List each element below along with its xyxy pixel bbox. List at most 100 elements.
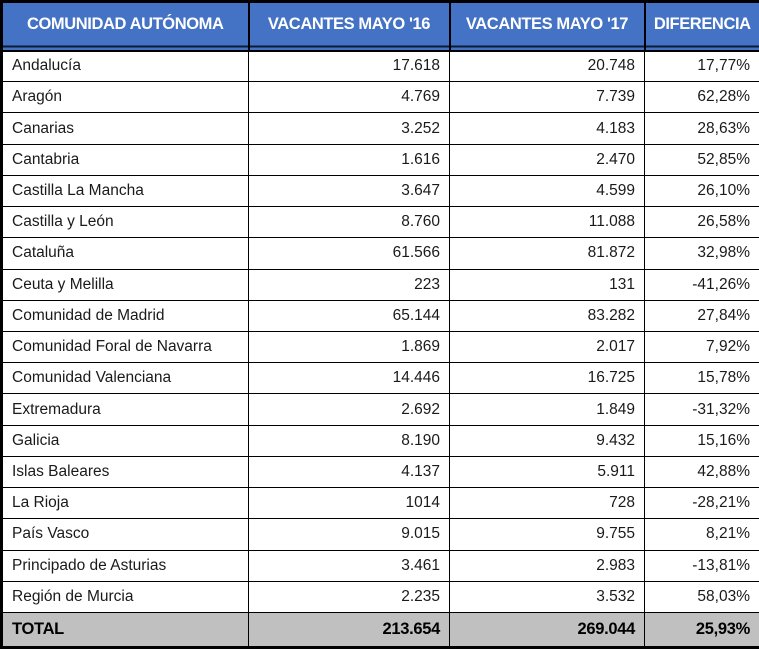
difference-cell: 7,92% [644,330,759,364]
community-name-cell: Aragón [1,81,249,114]
vacancies-may17-cell: 5.911 [449,455,645,489]
vacancies-may16-cell: 1.616 [248,143,450,176]
vacancies-may16-cell: 65.144 [248,299,450,332]
vacancies-may16-cell: 8.190 [248,424,450,457]
difference-cell: 58,03% [644,580,759,614]
table-row: Región de Murcia 2.235 3.532 58,03% [1,580,759,614]
community-name-cell: Ceuta y Melilla [1,268,249,301]
vacancies-may17-cell: 2.983 [449,549,645,582]
difference-cell: -13,81% [644,549,759,582]
community-name-cell: Castilla y León [1,206,249,239]
vacancies-may16-cell: 17.618 [248,49,450,83]
difference-cell: 28,63% [644,112,759,145]
vacancies-may16-cell: 2.692 [248,393,450,426]
table-row: Extremadura 2.692 1.849 -31,32% [1,393,759,426]
vacancies-may16-cell: 3.647 [248,174,450,208]
table-row: Castilla La Mancha 3.647 4.599 26,10% [1,174,759,208]
table-row: Canarias 3.252 4.183 28,63% [1,112,759,145]
table-row: Galicia 8.190 9.432 15,16% [1,424,759,457]
difference-cell: 15,16% [644,424,759,457]
community-name-cell: Principado de Asturias [1,549,249,582]
vacancies-may17-cell: 11.088 [449,206,645,239]
vacancies-may17-cell: 9.755 [449,518,645,551]
community-name-cell: Cataluña [1,237,249,270]
vacancies-may16-cell: 9.015 [248,518,450,551]
vacancies-may16-cell: 3.252 [248,112,450,145]
table-row: País Vasco 9.015 9.755 8,21% [1,518,759,551]
community-name-cell: Extremadura [1,393,249,426]
table-row: La Rioja 1014 728 -28,21% [1,487,759,520]
total-difference-cell: 25,93% [644,612,759,648]
community-name-cell: Comunidad de Madrid [1,299,249,332]
vacancies-may16-cell: 1.869 [248,330,450,364]
total-label-cell: TOTAL [1,612,249,648]
table-row: Islas Baleares 4.137 5.911 42,88% [1,455,759,489]
total-may16-cell: 213.654 [248,612,450,648]
difference-cell: 27,84% [644,299,759,332]
difference-cell: -31,32% [644,393,759,426]
community-name-cell: Galicia [1,424,249,457]
column-header-difference: DIFERENCIA [643,1,759,52]
column-header-may16: VACANTES MAYO '16 [247,1,451,52]
vacancies-may17-cell: 728 [449,487,645,520]
vacancies-may17-cell: 1.849 [449,393,645,426]
vacancies-may17-cell: 4.183 [449,112,645,145]
table-body: Andalucía 17.618 20.748 17,77% Aragón 4.769 7.… [1,49,759,614]
vacancies-may16-cell: 4.769 [248,81,450,114]
vacancies-may16-cell: 61.566 [248,237,450,270]
table-row: Cataluña 61.566 81.872 32,98% [1,237,759,270]
vacancies-may17-cell: 9.432 [449,424,645,457]
table-row: Principado de Asturias 3.461 2.983 -13,81% [1,549,759,582]
difference-cell: 26,58% [644,206,759,239]
table-row: Cantabria 1.616 2.470 52,85% [1,143,759,176]
total-may17-cell: 269.044 [449,612,645,648]
column-header-may17: VACANTES MAYO '17 [448,1,646,52]
difference-cell: 26,10% [644,174,759,208]
community-name-cell: Castilla La Mancha [1,174,249,208]
vacancies-may16-cell: 3.461 [248,549,450,582]
community-name-cell: Canarias [1,112,249,145]
table-row: Andalucía 17.618 20.748 17,77% [1,49,759,83]
vacancies-may16-cell: 223 [248,268,450,301]
vacancies-may16-cell: 14.446 [248,362,450,395]
table-row: Castilla y León 8.760 11.088 26,58% [1,206,759,239]
table-row: Comunidad Foral de Navarra 1.869 2.017 7,92… [1,330,759,364]
vacancies-may17-cell: 4.599 [449,174,645,208]
vacancies-may16-cell: 2.235 [248,580,450,614]
vacancies-may17-cell: 7.739 [449,81,645,114]
vacancies-may16-cell: 1014 [248,487,450,520]
difference-cell: 17,77% [644,49,759,83]
vacancies-may17-cell: 83.282 [449,299,645,332]
vacancies-may16-cell: 4.137 [248,455,450,489]
header-row: COMUNIDAD AUTÓNOMA VACANTES MAYO '16 VAC… [0,1,759,52]
community-name-cell: La Rioja [1,487,249,520]
table-row: Comunidad de Madrid 65.144 83.282 27,84% [1,299,759,332]
table-row: Ceuta y Melilla 223 131 -41,26% [1,268,759,301]
table-row: Aragón 4.769 7.739 62,28% [1,81,759,114]
difference-cell: 62,28% [644,81,759,114]
column-header-community: COMUNIDAD AUTÓNOMA [0,1,250,52]
difference-cell: -28,21% [644,487,759,520]
community-name-cell: Cantabria [1,143,249,176]
community-name-cell: País Vasco [1,518,249,551]
vacancies-may17-cell: 20.748 [449,49,645,83]
community-name-cell: Comunidad Valenciana [1,362,249,395]
difference-cell: 52,85% [644,143,759,176]
vacancies-may17-cell: 3.532 [449,580,645,614]
vacancies-may17-cell: 131 [449,268,645,301]
difference-cell: 42,88% [644,455,759,489]
difference-cell: 8,21% [644,518,759,551]
vacancies-may16-cell: 8.760 [248,206,450,239]
table-row: Comunidad Valenciana 14.446 16.725 15,78% [1,362,759,395]
community-name-cell: Islas Baleares [1,455,249,489]
difference-cell: -41,26% [644,268,759,301]
total-row: TOTAL 213.654 269.044 25,93% [1,612,759,648]
community-name-cell: Región de Murcia [1,580,249,614]
vacancies-may17-cell: 2.017 [449,330,645,364]
community-name-cell: Andalucía [1,49,249,83]
difference-cell: 32,98% [644,237,759,270]
vacancies-may17-cell: 81.872 [449,237,645,270]
vacancies-may17-cell: 2.470 [449,143,645,176]
vacancies-may17-cell: 16.725 [449,362,645,395]
